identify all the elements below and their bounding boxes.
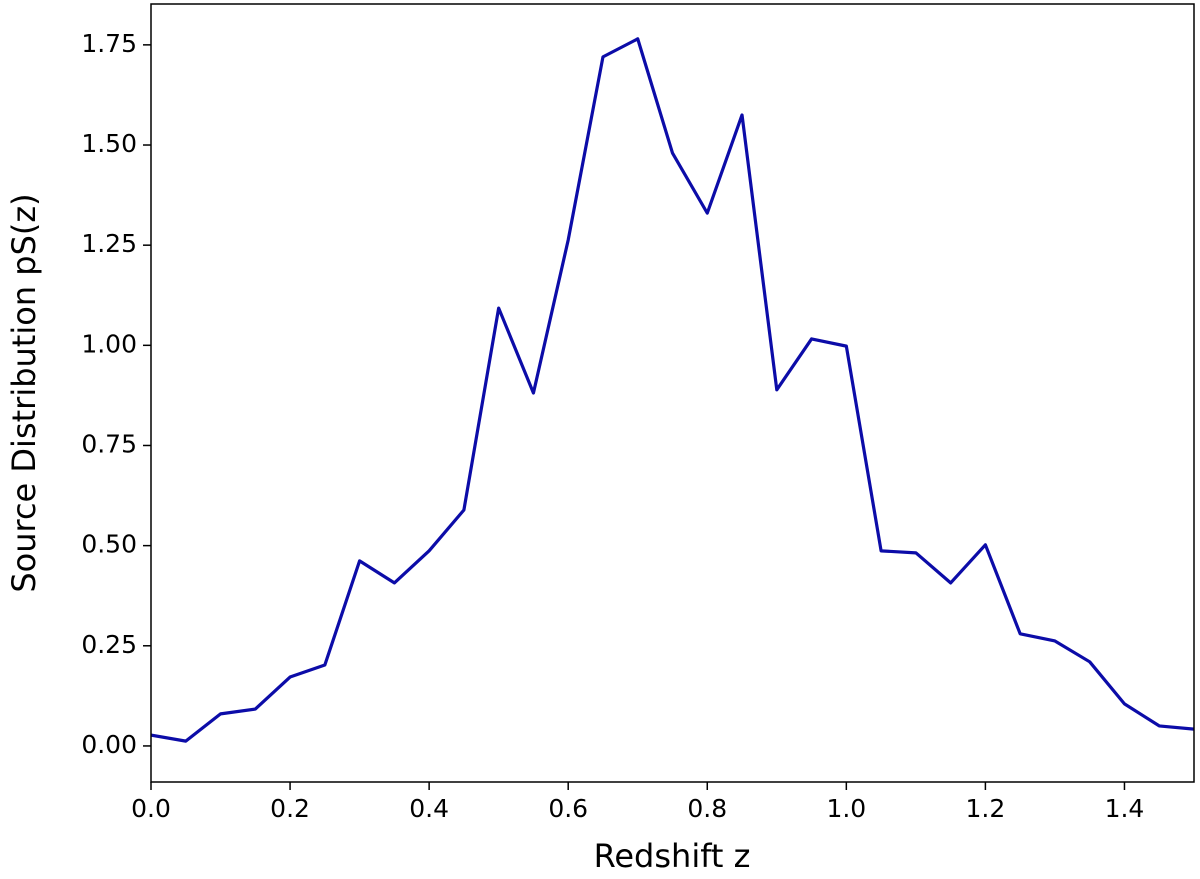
y-tick-label: 0.75: [81, 429, 137, 458]
plot-frame: [150, 3, 1195, 783]
y-tick-label: 1.00: [81, 329, 137, 358]
y-tick-label: 0.00: [81, 730, 137, 759]
x-tick-label: 1.2: [966, 794, 1006, 823]
y-tick-label: 1.25: [81, 229, 137, 258]
y-tick-label: 0.50: [81, 530, 137, 559]
y-axis-label: Source Distribution pS(z): [5, 193, 43, 592]
x-tick-label: 0.4: [409, 794, 449, 823]
data-line: [151, 37, 1194, 743]
x-tick-label: 1.0: [826, 794, 866, 823]
x-tick-label: 1.4: [1105, 794, 1145, 823]
y-tick-label: 0.25: [81, 630, 137, 659]
x-axis-label: Redshift z: [594, 837, 751, 875]
y-tick-label: 1.75: [81, 29, 137, 58]
x-tick-label: 0.8: [687, 794, 727, 823]
y-tick-label: 1.50: [81, 129, 137, 158]
x-tick-label: 0.2: [270, 794, 310, 823]
x-tick-label: 0.0: [131, 794, 171, 823]
x-tick-label: 0.6: [548, 794, 588, 823]
